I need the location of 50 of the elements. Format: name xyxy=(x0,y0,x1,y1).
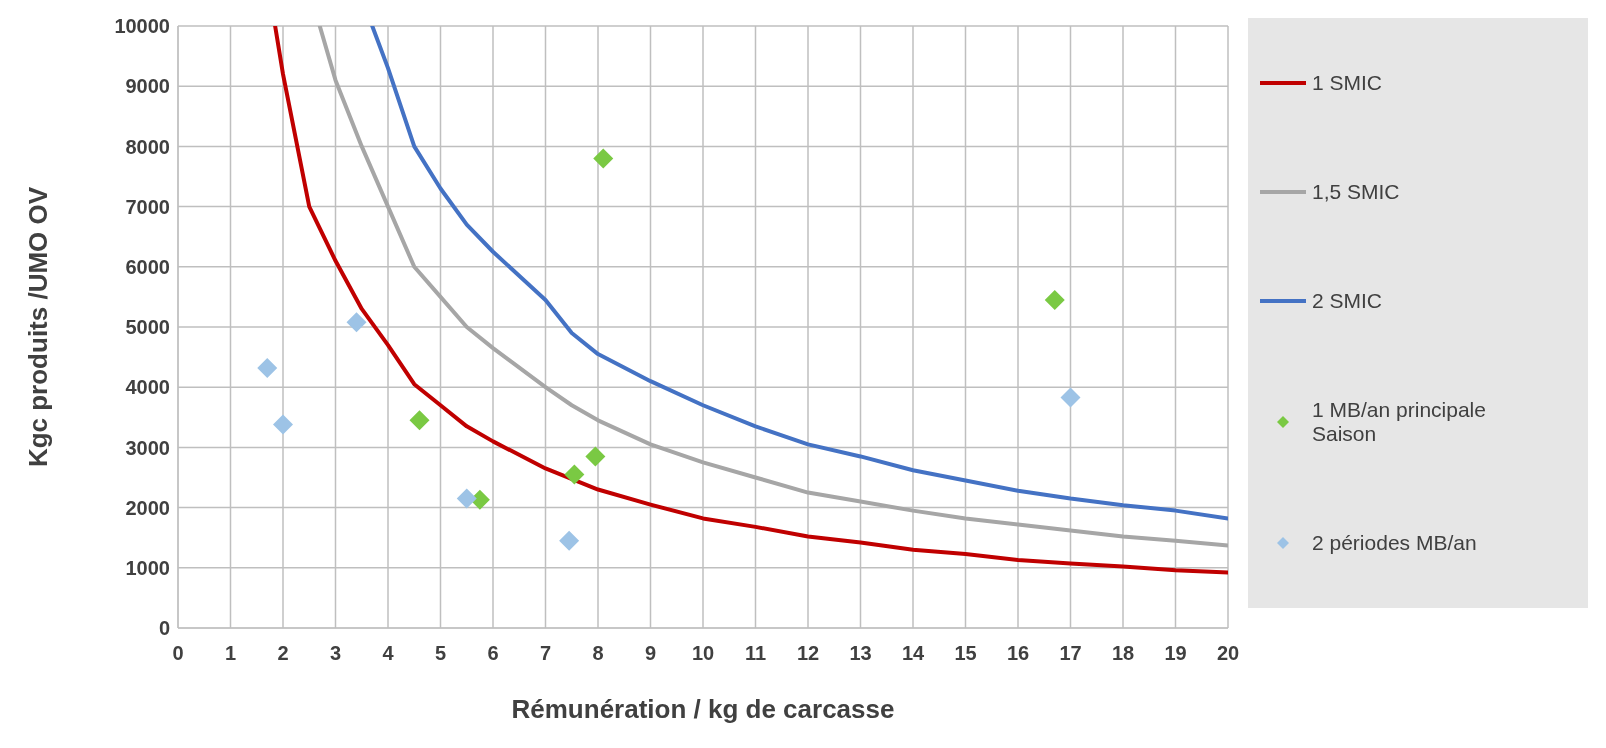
legend-label: 1,5 SMIC xyxy=(1312,179,1401,204)
y-tick-label: 2000 xyxy=(125,496,170,519)
y-tick-label: 9000 xyxy=(125,75,170,98)
y-tick-label: 3000 xyxy=(125,436,170,459)
legend-label: 2 périodes MB/an xyxy=(1312,531,1478,556)
legend-label: 1 MB/an principale Saison xyxy=(1312,398,1487,447)
point xyxy=(409,410,430,431)
x-tick-label: 14 xyxy=(901,642,925,665)
y-tick-label: 5000 xyxy=(125,316,170,339)
y-tick-label: 10000 xyxy=(114,15,170,38)
y-tick-label: 7000 xyxy=(125,195,170,218)
y-tick-label: 1000 xyxy=(125,556,170,579)
x-tick-label: 13 xyxy=(849,642,872,665)
x-tick-label: 12 xyxy=(796,642,820,665)
point xyxy=(564,464,585,485)
x-tick-label: 1 xyxy=(224,642,237,665)
x-tick-label: 11 xyxy=(744,642,767,665)
y-tick-label: 8000 xyxy=(125,135,170,158)
point xyxy=(257,357,278,378)
point xyxy=(456,488,477,509)
x-tick-label: 0 xyxy=(172,642,184,665)
legend-label: 1 SMIC xyxy=(1312,70,1383,95)
x-tick-label: 17 xyxy=(1059,642,1082,665)
point xyxy=(559,530,580,551)
x-tick-label: 18 xyxy=(1111,642,1135,665)
x-tick-label: 8 xyxy=(592,642,604,665)
point xyxy=(593,148,614,169)
x-tick-label: 4 xyxy=(382,642,395,665)
point xyxy=(1044,289,1065,310)
x-tick-label: 2 xyxy=(277,642,289,665)
point xyxy=(346,312,367,333)
y-tick-label: 0 xyxy=(158,617,170,640)
x-tick-label: 9 xyxy=(644,642,657,665)
y-tick-label: 6000 xyxy=(125,255,170,278)
x-tick-label: 7 xyxy=(539,642,552,665)
x-tick-label: 20 xyxy=(1216,642,1240,665)
y-axis-title: Kgc produits /UMO OV xyxy=(23,186,54,468)
x-axis-title: Rémunération / kg de carcasse xyxy=(511,694,895,724)
legend-label: 2 SMIC xyxy=(1312,288,1383,313)
y-tick-label: 4000 xyxy=(125,376,170,399)
x-tick-label: 6 xyxy=(487,642,499,665)
x-tick-label: 15 xyxy=(954,642,977,665)
point xyxy=(585,446,606,467)
x-tick-label: 3 xyxy=(329,642,342,665)
x-tick-label: 16 xyxy=(1006,642,1030,665)
x-tick-label: 10 xyxy=(691,642,715,665)
x-tick-label: 5 xyxy=(434,642,447,665)
point xyxy=(273,414,293,435)
x-tick-label: 19 xyxy=(1164,642,1187,665)
point xyxy=(1060,387,1081,408)
